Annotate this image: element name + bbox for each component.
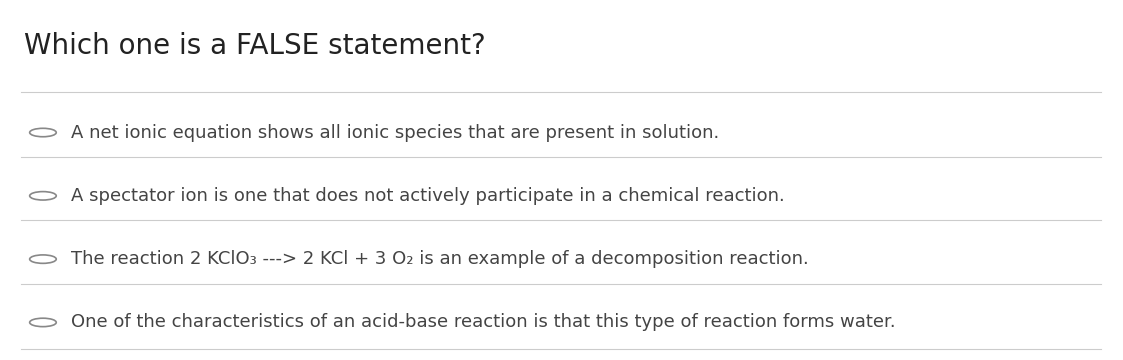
Text: A spectator ion is one that does not actively participate in a chemical reaction: A spectator ion is one that does not act… — [71, 187, 784, 205]
Text: The reaction 2 KClO₃ ---> 2 KCl + 3 O₂ is an example of a decomposition reaction: The reaction 2 KClO₃ ---> 2 KCl + 3 O₂ i… — [71, 250, 809, 268]
Text: One of the characteristics of an acid-base reaction is that this type of reactio: One of the characteristics of an acid-ba… — [71, 314, 895, 332]
Text: Which one is a FALSE statement?: Which one is a FALSE statement? — [24, 32, 486, 60]
Text: A net ionic equation shows all ionic species that are present in solution.: A net ionic equation shows all ionic spe… — [71, 123, 719, 141]
